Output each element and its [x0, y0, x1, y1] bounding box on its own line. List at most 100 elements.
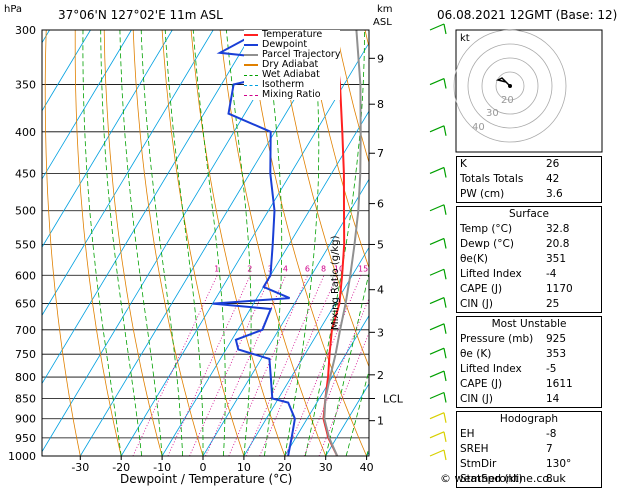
legend-label: Parcel Trajectory: [262, 49, 341, 60]
km-tick-label: 7: [377, 147, 384, 160]
legend-label: Temperature: [262, 29, 323, 40]
wind-barb: [429, 412, 447, 423]
location-title: 37°06'N 127°02'E 11m ASL: [58, 8, 223, 22]
legend-swatch: [244, 84, 258, 86]
mixing-ratio-line: [132, 275, 218, 456]
indices-panel: K 26 Totals Totals 42 PW (cm) 3.6 Surface Tem…: [456, 156, 602, 491]
mixing-ratio-line: [228, 275, 309, 456]
most-unstable-value: -5: [546, 363, 557, 375]
dry-adiabat-line: [190, 30, 286, 456]
most-unstable-row: θe (K) 353: [460, 347, 598, 362]
km-tick-label: 6: [377, 198, 384, 211]
pressure-tick-label: 800: [15, 371, 36, 384]
legend-item: Mixing Ratio: [244, 90, 340, 100]
surface-value: 32.8: [546, 223, 570, 235]
legend-swatch: [244, 94, 258, 96]
mixing-ratio-label: 15: [358, 264, 368, 273]
isotherm-line: [161, 110, 369, 456]
hodograph-label: EH: [460, 428, 475, 440]
wet-adiabat-line: [304, 30, 365, 456]
surface-row: Temp (°C) 32.8: [460, 222, 598, 237]
isotherm-line: [202, 178, 369, 456]
wind-barb: [429, 347, 447, 359]
pressure-tick-label: 950: [15, 432, 36, 445]
wind-barb: [429, 23, 447, 35]
hodograph-trace: [495, 77, 511, 87]
pressure-tick-label: 400: [15, 126, 36, 139]
pressure-tick-label: 600: [15, 269, 36, 282]
plot-frame: [41, 29, 370, 457]
wind-barb: [429, 268, 447, 280]
legend-item: Dry Adiabat: [244, 60, 340, 70]
most-unstable-row: CIN (J) 14: [460, 392, 598, 407]
mixing-ratio-label: 1: [214, 264, 219, 273]
index-label: Totals Totals: [460, 173, 524, 185]
x-tick-label: 10: [237, 461, 251, 474]
most-unstable-box: Most Unstable Pressure (mb) 925 θe (K) 353 L…: [456, 316, 602, 408]
hodograph-value: 130°: [546, 458, 572, 470]
pressure-tick-label: 750: [15, 348, 36, 361]
mixing-ratio-label: 4: [283, 264, 288, 273]
index-value: 3.6: [546, 188, 563, 200]
most-unstable-value: 353: [546, 348, 567, 360]
legend-label: Isotherm: [262, 79, 305, 90]
index-label: K: [460, 158, 467, 170]
datetime-title: 06.08.2021 12GMT (Base: 12): [437, 8, 618, 22]
wet-adiabat-line: [226, 30, 252, 456]
pressure-tick-label: 650: [15, 298, 36, 311]
index-value: 26: [546, 158, 560, 170]
x-axis-label: Dewpoint / Temperature (°C): [120, 472, 293, 486]
wind-barb: [429, 370, 447, 382]
hodograph-ring-label: 20: [501, 95, 514, 106]
wind-barb: [429, 431, 447, 442]
hodograph-value: -8: [546, 428, 557, 440]
mixing-ratio-label: 20: [376, 264, 386, 273]
hodograph-title: Hodograph: [499, 413, 559, 425]
hodograph-center: [508, 84, 512, 88]
legend-label: Dry Adiabat: [262, 59, 319, 70]
pressure-tick-label: 500: [15, 205, 36, 218]
isotherm-line: [79, 30, 337, 456]
index-label: PW (cm): [460, 188, 505, 200]
isotherm-line: [325, 383, 369, 456]
surface-row: θe(K) 351: [460, 252, 598, 267]
wet-adiabat-line: [100, 30, 143, 456]
surface-label: CAPE (J): [460, 283, 503, 295]
asl-axis-unit: ASL: [373, 17, 392, 28]
km-tick-label: 5: [377, 238, 384, 251]
wet-adiabat-line: [325, 271, 369, 456]
km-tick-label: 3: [377, 326, 384, 339]
most-unstable-row: CAPE (J) 1611: [460, 377, 598, 392]
x-tick-label: -30: [71, 461, 89, 474]
legend-swatch: [244, 64, 258, 66]
most-unstable-value: 1611: [546, 378, 573, 390]
isotherm-line: [0, 30, 9, 456]
dewpoint-curve: [212, 30, 325, 456]
indices-box: K 26 Totals Totals 42 PW (cm) 3.6: [456, 156, 602, 203]
surface-row: Lifted Index -4: [460, 267, 598, 282]
surface-title: Surface: [508, 208, 549, 220]
dry-adiabat-line: [335, 30, 369, 164]
dry-adiabat-line: [161, 30, 245, 456]
hodograph-box: Hodograph EH -8 SREH 7 StmDir 130° StmSpd (kt)…: [456, 411, 602, 488]
isotherm-line: [42, 30, 296, 453]
hodograph-ring-label: 30: [486, 108, 499, 119]
legend-item: Parcel Trajectory: [244, 50, 340, 60]
hodograph-ring: [453, 29, 567, 143]
legend-item: Dewpoint: [244, 40, 340, 50]
hodograph-ring: [467, 43, 553, 129]
surface-row: CAPE (J) 1170: [460, 282, 598, 297]
x-tick-label: -20: [112, 461, 130, 474]
mixing-ratio-line: [284, 275, 362, 456]
legend-item: Isotherm: [244, 80, 340, 90]
hodograph-row: EH -8: [460, 427, 598, 442]
hodograph-value: 8: [546, 473, 553, 485]
legend-swatch: [244, 74, 258, 76]
surface-label: Lifted Index: [460, 268, 522, 280]
legend-swatch: [244, 54, 258, 56]
footer-credit: © weatheronline.co.uk: [440, 472, 566, 485]
surface-row: Dewp (°C) 20.8: [460, 237, 598, 252]
wet-adiabat-line: [119, 30, 163, 456]
dry-adiabat-line: [103, 30, 163, 456]
isotherm-line: [42, 30, 255, 385]
